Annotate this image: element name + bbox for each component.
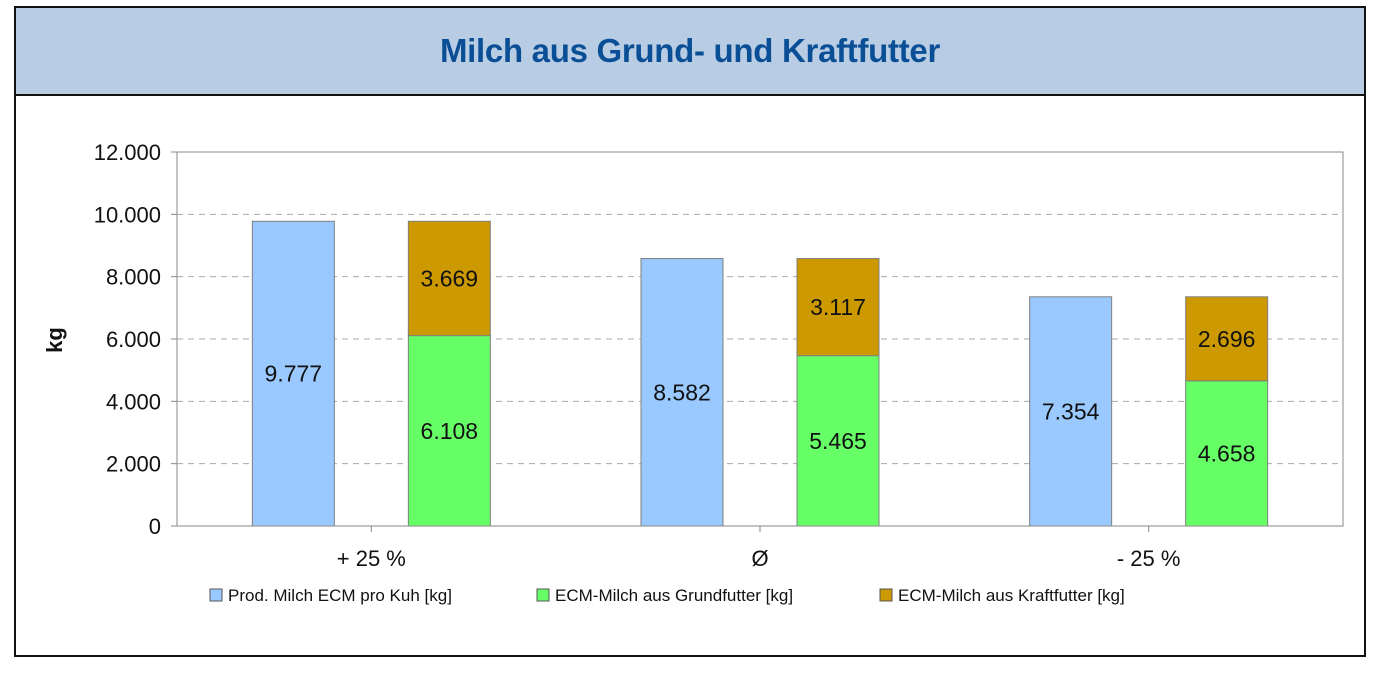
data-label-total: 9.777 <box>265 361 323 387</box>
bar-total <box>1029 296 1113 527</box>
legend: Prod. Milch ECM pro Kuh [kg] ECM-Milch au… <box>209 586 1125 605</box>
bar-total <box>251 220 335 527</box>
bar-total <box>640 258 724 527</box>
x-tick-label: Ø <box>751 546 768 571</box>
y-axis-label: kg <box>42 327 67 353</box>
data-label-grundfutter: 4.658 <box>1198 440 1256 466</box>
bar-grundfutter <box>1185 380 1269 527</box>
data-label-grundfutter: 6.108 <box>421 418 479 444</box>
data-label-total: 7.354 <box>1042 398 1100 424</box>
data-label-grundfutter: 5.465 <box>809 428 867 454</box>
bar-kraftfutter <box>796 258 880 357</box>
data-label-total: 8.582 <box>653 379 711 405</box>
data-label-kraftfutter: 2.696 <box>1198 326 1256 352</box>
data-label-kraftfutter: 3.669 <box>421 265 479 291</box>
chart-frame: Milch aus Grund- und Kraftfutter <box>14 6 1366 657</box>
chart-header: Milch aus Grund- und Kraftfutter <box>16 8 1364 96</box>
bar-grundfutter <box>796 355 880 527</box>
legend-label: ECM-Milch aus Kraftfutter [kg] <box>898 586 1125 605</box>
y-tick-label: 12.000 <box>94 140 161 165</box>
legend-swatch <box>879 588 893 602</box>
y-tick-label: 4.000 <box>106 389 161 414</box>
y-tick-label: 10.000 <box>94 202 161 227</box>
y-tick-label: 8.000 <box>106 265 161 290</box>
y-tick-label: 6.000 <box>106 327 161 352</box>
bar-grundfutter <box>407 335 491 527</box>
bars <box>251 220 1269 527</box>
bar-kraftfutter <box>407 220 491 337</box>
y-tick-label: 0 <box>149 514 161 539</box>
legend-swatch <box>536 588 550 602</box>
axes: 0 2.000 4.000 6.000 8.000 10.000 12.000 + 25 % Ø… <box>94 140 1344 571</box>
chart-title: Milch aus Grund- und Kraftfutter <box>439 32 941 69</box>
x-tick-label: - 25 % <box>1117 546 1181 571</box>
legend-label: ECM-Milch aus Grundfutter [kg] <box>555 586 793 605</box>
legend-label: Prod. Milch ECM pro Kuh [kg] <box>228 586 452 605</box>
y-tick-label: 2.000 <box>106 452 161 477</box>
grid-lines <box>177 213 1343 465</box>
bar-kraftfutter <box>1185 296 1269 382</box>
data-labels: 9.777 6.108 3.669 8.582 5.465 3.117 7.354 4.658… <box>265 265 1256 466</box>
legend-swatch <box>209 588 223 602</box>
data-label-kraftfutter: 3.117 <box>810 294 866 320</box>
x-tick-label: + 25 % <box>337 546 406 571</box>
